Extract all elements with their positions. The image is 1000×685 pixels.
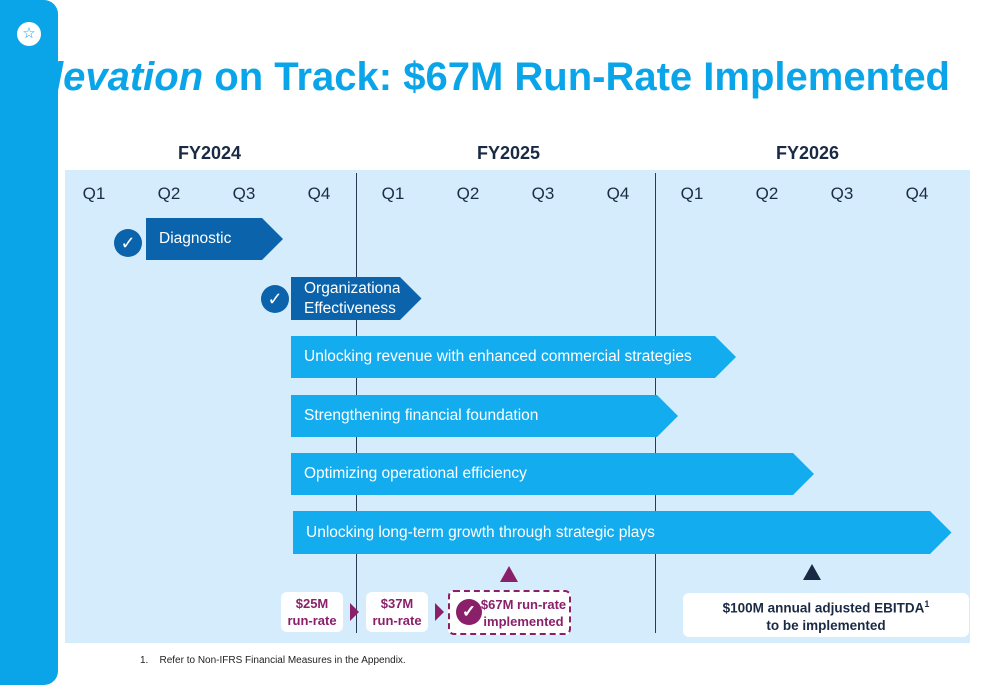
page-title: Elevation on Track: $67M Run-Rate Implem…	[0, 55, 950, 100]
workstream-label: Organizational Effectiveness	[304, 279, 404, 319]
quarter-label: Q2	[755, 184, 779, 203]
workstream-label: Diagnostic	[159, 230, 232, 247]
milestone-caption: run-rate	[287, 613, 337, 628]
quarter-label: Q3	[232, 184, 256, 203]
quarter-label: Q4	[606, 184, 630, 203]
milestone-value: $25M	[295, 596, 329, 611]
quarter-label: Q2	[157, 184, 181, 203]
quarter-label: Q1	[680, 184, 704, 203]
quarter-label: Q1	[82, 184, 106, 203]
workstream-commercial: Unlocking revenue with enhanced commerci…	[291, 336, 715, 378]
footnote-text: Refer to Non-IFRS Financial Measures in …	[159, 655, 406, 666]
footnote: 1. Refer to Non-IFRS Financial Measures …	[140, 655, 406, 666]
workstream-label-line1: Organizational	[304, 279, 404, 297]
milestone-37m: $37M run-rate	[366, 592, 428, 632]
quarter-label: Q1	[381, 184, 405, 203]
title-rest: on Track: $67M Run-Rate Implemented	[203, 55, 950, 99]
title-italic: Elevation	[25, 55, 204, 99]
ebitda-line2: to be implemented	[766, 618, 886, 634]
workstream-diagnostic: Diagnostic	[146, 218, 262, 260]
quarter-label: Q3	[531, 184, 555, 203]
sidebar-strip: ☆	[0, 0, 58, 685]
fiscal-year-label: FY2025	[477, 143, 541, 163]
workstream-operational: Optimizing operational efficiency	[291, 453, 793, 495]
workstream-label: Optimizing operational efficiency	[304, 465, 527, 482]
milestone-caption: run-rate	[372, 613, 422, 628]
milestone-caption: implemented	[483, 613, 564, 629]
workstream-organizational-effectiveness: Organizational Effectiveness	[291, 277, 404, 320]
arrow-right-icon	[350, 603, 359, 621]
milestone-marker-icon	[500, 566, 518, 582]
workstream-label: Strengthening financial foundation	[304, 407, 539, 424]
arrow-right-icon	[435, 603, 444, 621]
ebitda-line1: $100M annual adjusted EBITDA1	[683, 595, 969, 618]
fiscal-year-label: FY2024	[178, 143, 242, 163]
check-icon: ✓	[261, 285, 289, 313]
milestone-text: $67M run-rate implemented	[450, 596, 569, 630]
star-icon: ☆	[17, 22, 41, 46]
footnote-marker: 1	[924, 598, 930, 609]
quarter-label: Q2	[456, 184, 480, 203]
check-icon: ✓	[114, 229, 142, 257]
milestone-25m: $25M run-rate	[281, 592, 343, 632]
check-icon: ✓	[456, 599, 482, 625]
workstream-strategic: Unlocking long-term growth through strat…	[293, 511, 930, 554]
ebitda-target: $100M annual adjusted EBITDA1 to be impl…	[683, 593, 969, 637]
fiscal-year-label: FY2026	[776, 143, 840, 163]
quarter-label: Q4	[307, 184, 331, 203]
workstream-financial: Strengthening financial foundation	[291, 395, 657, 437]
workstream-label: Unlocking long-term growth through strat…	[306, 523, 655, 541]
ebitda-text: $100M annual adjusted EBITDA	[722, 600, 925, 616]
quarter-label: Q4	[905, 184, 929, 203]
milestone-value: $37M	[380, 596, 414, 611]
workstream-label: Unlocking revenue with enhanced commerci…	[304, 348, 692, 365]
quarter-label: Q3	[830, 184, 854, 203]
milestone-value: $67M run-rate	[480, 596, 567, 612]
milestone-67m: ✓ $67M run-rate implemented	[448, 590, 571, 635]
workstream-label-line2: Effectiveness	[304, 299, 396, 317]
target-marker-icon	[803, 564, 821, 580]
footnote-number: 1.	[140, 655, 149, 666]
